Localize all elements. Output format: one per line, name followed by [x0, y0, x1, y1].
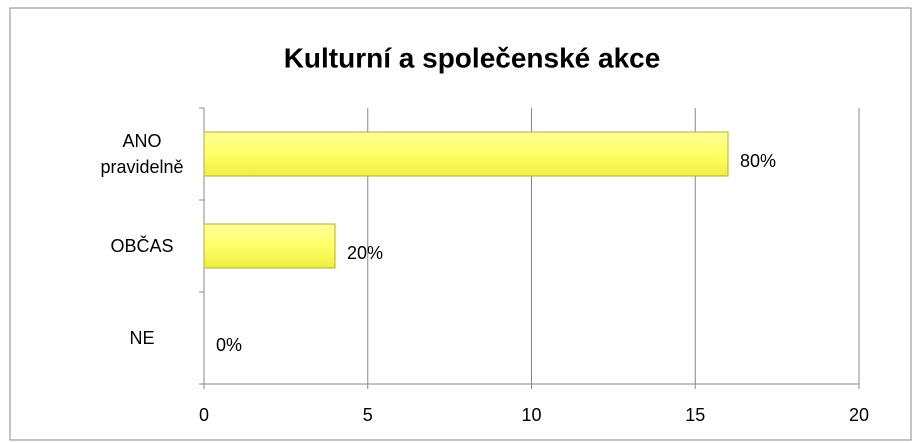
y-tick-label: NE	[129, 328, 155, 348]
data-label: 0%	[216, 335, 242, 355]
chart-title: Kulturní a společenské akce	[284, 42, 661, 73]
data-label: 20%	[347, 243, 383, 263]
x-tick-label: 10	[521, 405, 541, 425]
bar	[203, 223, 336, 269]
y-tick-label: ANO pravidelně	[100, 131, 184, 177]
x-tick-label: 15	[685, 405, 705, 425]
x-tick-label: 0	[199, 405, 209, 425]
chart-frame	[9, 7, 912, 441]
bar	[203, 131, 729, 177]
x-tick-label: 20	[849, 405, 869, 425]
x-tick-label: 5	[363, 405, 373, 425]
y-tick-label: OBČAS	[110, 236, 174, 256]
data-label: 80%	[740, 151, 776, 171]
